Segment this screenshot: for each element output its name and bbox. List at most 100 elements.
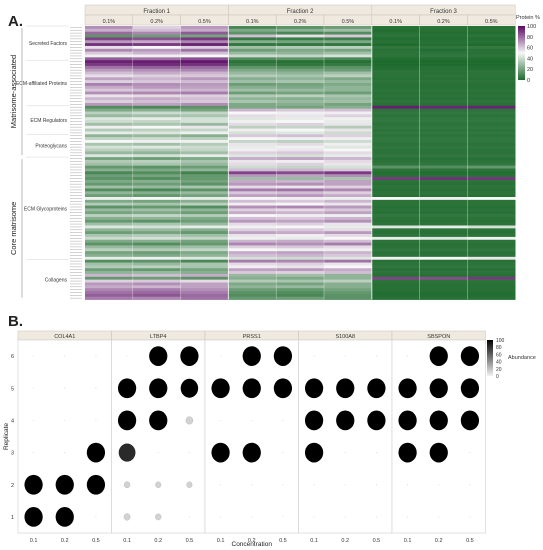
heatmap-cell xyxy=(180,57,229,61)
heatmap-cell xyxy=(276,122,325,127)
heatmap-cell xyxy=(324,100,373,104)
heatmap-cell xyxy=(228,57,277,61)
heatmap-cell xyxy=(324,97,373,101)
heatmap-cell xyxy=(180,63,229,67)
heatmap-cell xyxy=(228,125,277,129)
heatmap-cell xyxy=(228,117,277,121)
heatmap-cell xyxy=(276,102,325,107)
abundance-tick: 60 xyxy=(496,352,502,358)
heatmap-cell xyxy=(419,205,468,209)
heatmap-cell xyxy=(85,214,134,218)
colorbar-title: Protein % xyxy=(516,15,540,21)
heatmap-cell xyxy=(228,85,277,89)
heatmap-cell xyxy=(85,34,134,38)
heatmap-cell xyxy=(419,34,468,38)
category-label: ECM Glycoproteins xyxy=(24,206,68,212)
heatmap-cell xyxy=(180,108,229,112)
heatmap-cell xyxy=(85,97,134,101)
heatmap-cell xyxy=(85,262,134,266)
heatmap-cell xyxy=(132,148,181,152)
abundance-dot xyxy=(95,419,97,421)
abundance-dot xyxy=(64,452,66,454)
heatmap-cell xyxy=(276,108,325,112)
heatmap-cell xyxy=(324,282,373,286)
heatmap-cell xyxy=(85,182,134,186)
heatmap-cell xyxy=(85,174,134,178)
heatmap-cell xyxy=(180,276,229,280)
heatmap-cell xyxy=(467,262,516,266)
abundance-colorbar xyxy=(487,340,493,376)
heatmap-cell xyxy=(132,265,181,269)
abundance-dot xyxy=(211,442,230,463)
heatmap-cell xyxy=(276,45,325,50)
abundance-dot xyxy=(95,516,97,518)
heatmap-cell xyxy=(371,165,420,169)
heatmap-cell xyxy=(180,245,229,249)
heatmap-cell xyxy=(228,259,277,263)
heatmap-cell xyxy=(324,256,373,260)
heatmap-cell xyxy=(324,111,373,115)
heatmap-cell xyxy=(324,288,373,292)
heatmap-cell xyxy=(324,285,373,289)
heatmap-cell xyxy=(180,296,229,300)
heatmap-cell xyxy=(324,120,373,124)
heatmap-cell xyxy=(180,28,229,32)
heatmap-cell xyxy=(467,177,516,181)
x-tick-label: 0.1 xyxy=(310,538,318,544)
facet-panel xyxy=(17,339,112,534)
heatmap-cell xyxy=(228,168,277,172)
heatmap-cell xyxy=(324,214,373,218)
heatmap-cell xyxy=(228,114,277,118)
heatmap-cell xyxy=(324,57,373,61)
heatmap-cell xyxy=(371,102,420,107)
heatmap-cell xyxy=(419,45,468,50)
heatmap-cell xyxy=(324,291,373,295)
heatmap-cell xyxy=(371,291,420,295)
heatmap-cell xyxy=(371,199,420,203)
heatmap-cell xyxy=(180,179,229,184)
heatmap-cell xyxy=(132,31,181,35)
heatmap-cell xyxy=(180,265,229,269)
heatmap-cell xyxy=(467,148,516,152)
heatmap-cell xyxy=(276,54,325,58)
heatmap-cell xyxy=(132,151,181,155)
heatmap-cell xyxy=(371,159,420,164)
heatmap-cell xyxy=(467,165,516,169)
heatmap-cell xyxy=(419,125,468,129)
heatmap-cell xyxy=(467,279,516,283)
heatmap-cell xyxy=(419,71,468,75)
heatmap-cell xyxy=(371,245,420,249)
heatmap-cell xyxy=(85,165,134,169)
abundance-dot xyxy=(469,452,471,454)
column-header: 0.2% xyxy=(437,19,450,25)
heatmap-cell xyxy=(132,94,181,98)
heatmap-cell xyxy=(228,54,277,58)
heatmap-cell xyxy=(324,77,373,81)
abundance-dot xyxy=(64,387,66,389)
heatmap-cell xyxy=(467,142,516,146)
heatmap-cell xyxy=(228,151,277,155)
heatmap-cell xyxy=(132,291,181,295)
heatmap-cell xyxy=(85,37,134,41)
heatmap-cell xyxy=(132,117,181,121)
abundance-title: Abundance xyxy=(508,355,536,361)
heatmap-cell xyxy=(276,273,325,278)
heatmap-cell xyxy=(132,54,181,58)
heatmap-cell xyxy=(228,26,277,30)
heatmap-cell xyxy=(419,208,468,212)
facet-panel xyxy=(298,339,393,534)
heatmap-cell xyxy=(276,105,325,109)
heatmap-cell xyxy=(324,293,373,298)
heatmap-cell xyxy=(324,74,373,78)
heatmap-cell xyxy=(85,177,134,181)
heatmap-cell xyxy=(132,279,181,283)
heatmap-cell xyxy=(419,117,468,121)
abundance-dot xyxy=(429,378,448,399)
heatmap-cell xyxy=(228,43,277,47)
abundance-dot xyxy=(251,419,253,421)
heatmap-cell xyxy=(132,225,181,229)
heatmap-cell xyxy=(276,197,325,201)
heatmap-cell xyxy=(85,159,134,164)
heatmap-cell xyxy=(132,208,181,212)
heatmap-cell xyxy=(180,177,229,181)
